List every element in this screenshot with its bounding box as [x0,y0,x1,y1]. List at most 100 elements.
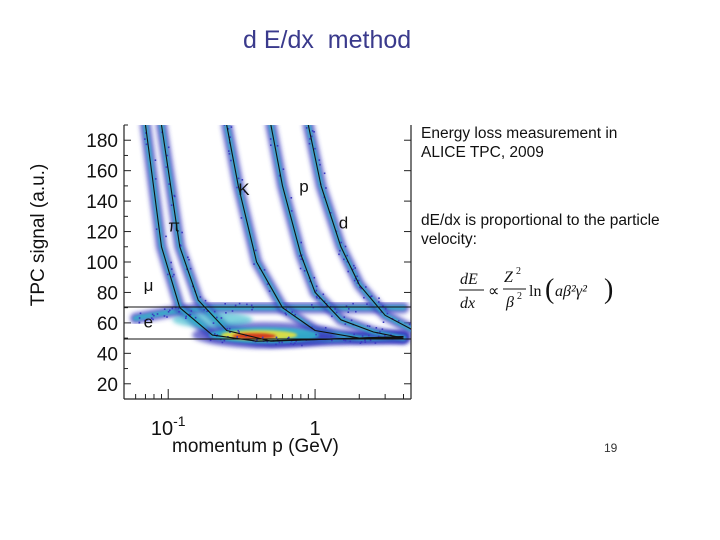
data-point [359,342,362,344]
data-point [331,315,333,318]
data-point [187,256,189,259]
data-point [250,304,253,307]
data-point [323,300,326,303]
y-tick-label: 160 [86,162,118,183]
data-point [318,159,321,161]
data-point [263,269,266,271]
formula-propto: ∝ [488,283,499,300]
particle-label-e: e [144,312,153,331]
data-point [308,142,311,145]
data-point [185,315,187,318]
data-point [166,154,169,157]
data-point [335,311,338,314]
data-point [238,302,241,305]
data-point [170,268,173,270]
data-point [368,325,371,328]
data-point [268,290,271,292]
data-point [338,253,340,256]
data-point [220,317,223,319]
bethe-bloch-formula: dE dx ∝ Z 2 β 2 ln ( aβ²γ² ) [459,266,613,312]
page-number: 19 [604,441,618,455]
data-point [236,186,238,189]
data-point [300,254,303,256]
data-point [261,336,264,339]
y-axis-label: TPC signal (a.u.) [28,163,49,307]
data-point [309,280,311,283]
data-point [334,308,336,310]
data-point [319,163,321,166]
data-point [340,241,342,244]
data-point [173,273,175,276]
data-point [311,304,313,306]
data-point [243,190,246,193]
formula-Z: Z [504,269,514,286]
particle-label-π: π [168,217,180,236]
curve-p [270,125,404,339]
data-point [315,295,318,298]
data-point [154,178,157,180]
formula-paren-open: ( [545,274,554,305]
data-point [206,310,208,313]
data-point [343,258,345,261]
data-point [189,267,192,270]
data-point [167,273,169,276]
data-point [380,311,383,313]
data-point [231,310,234,312]
data-point [354,267,356,269]
data-point [357,279,360,282]
data-point [353,279,356,282]
particle-label-d: d [339,214,348,233]
x-axis-label: momentum p (GeV) [172,436,339,457]
formula-ln: ln [529,283,541,300]
data-point [364,341,367,343]
data-point [256,339,258,341]
data-point [179,244,182,246]
data-point [186,268,188,271]
particle-label-K: K [238,180,250,199]
data-point [313,131,315,133]
data-point [345,305,348,307]
data-point [360,287,362,290]
data-point [343,316,346,318]
data-point [213,310,216,313]
data-point [253,263,255,265]
data-point [234,304,237,307]
data-point [313,276,316,279]
data-point [230,126,233,128]
data-point [315,285,318,288]
data-point [156,313,159,315]
data-point [212,322,215,324]
curve-d [307,125,411,330]
data-point [295,340,297,342]
data-point [361,335,364,337]
data-point [143,319,146,322]
data-point [171,307,174,310]
data-point [216,334,219,336]
formula-argument: aβ²γ² [555,283,588,300]
data-point [325,187,327,189]
data-point [350,319,353,322]
data-point [352,268,354,271]
data-point [178,310,180,313]
data-point [355,310,357,313]
data-point [382,321,385,323]
data-point [386,312,389,315]
data-point [139,312,142,315]
data-point [165,235,167,238]
data-point [169,309,171,312]
data-point [288,336,290,339]
data-point [378,301,380,303]
data-point [311,130,314,132]
data-point [152,318,154,321]
data-point [185,317,187,319]
data-point [192,285,194,288]
data-point [303,270,306,272]
data-point [305,127,308,129]
data-point [138,317,141,319]
data-point [309,138,311,140]
data-point [163,315,166,317]
data-point [366,325,369,327]
data-point [276,145,279,147]
formula-beta: β [505,294,514,311]
data-point [194,316,197,319]
